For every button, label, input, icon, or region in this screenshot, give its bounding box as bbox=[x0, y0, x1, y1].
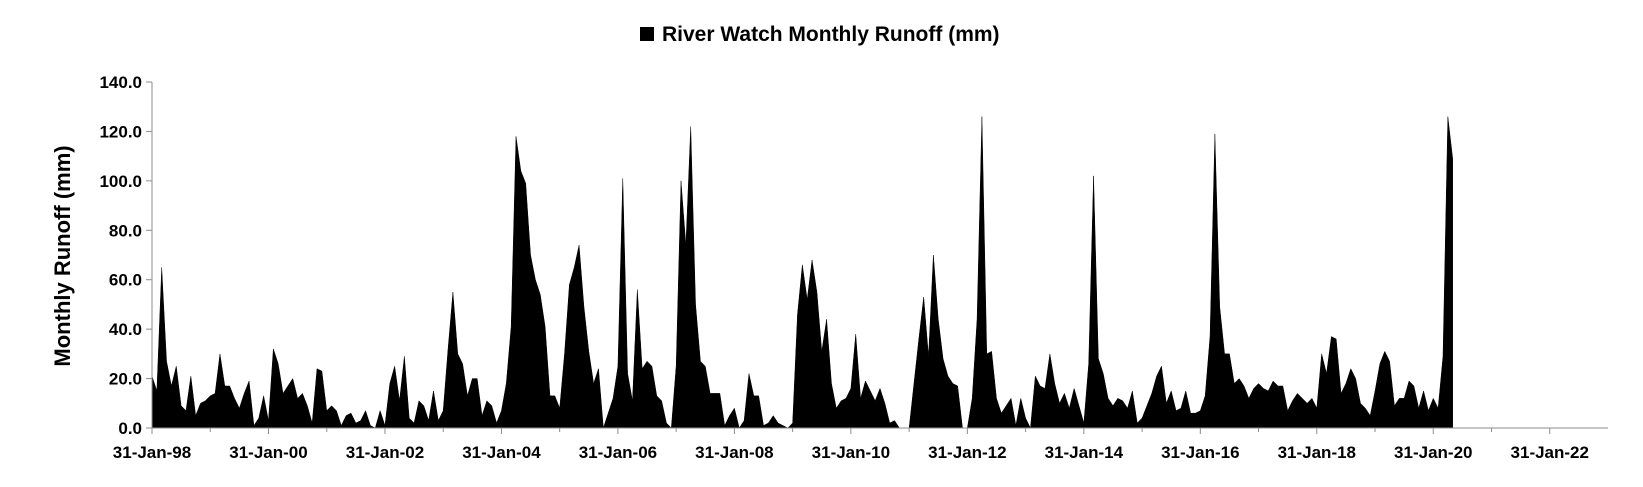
x-tick-label: 31-Jan-14 bbox=[1045, 443, 1124, 462]
y-tick-label: 20.0 bbox=[109, 370, 142, 389]
legend-label: River Watch Monthly Runoff (mm) bbox=[662, 23, 1000, 46]
y-tick-label: 40.0 bbox=[109, 320, 142, 339]
x-tick-label: 31-Jan-98 bbox=[113, 443, 191, 462]
y-tick-label: 100.0 bbox=[99, 172, 142, 191]
x-tick-label: 31-Jan-00 bbox=[229, 443, 307, 462]
area-layer bbox=[151, 116, 1453, 429]
y-tick-label: 0.0 bbox=[118, 419, 142, 438]
x-tick-label: 31-Jan-04 bbox=[462, 443, 541, 462]
x-tick-label: 31-Jan-20 bbox=[1394, 443, 1472, 462]
series-area-river-watch-runoff bbox=[151, 116, 1453, 429]
x-tick-label: 31-Jan-10 bbox=[812, 443, 890, 462]
x-ticks: 31-Jan-98 31-Jan-00 31-Jan-02 31-Jan-04 31-J… bbox=[113, 428, 1589, 462]
y-tick-label: 60.0 bbox=[109, 271, 142, 290]
x-tick-label: 31-Jan-16 bbox=[1161, 443, 1239, 462]
legend-swatch bbox=[640, 27, 654, 41]
legend: River Watch Monthly Runoff (mm) bbox=[640, 23, 1000, 46]
y-tick-label: 120.0 bbox=[99, 122, 142, 141]
x-tick-label: 31-Jan-18 bbox=[1278, 443, 1356, 462]
x-tick-label: 31-Jan-06 bbox=[579, 443, 657, 462]
y-ticks: 0.0 20.0 40.0 60.0 80.0 100.0 120.0 140.0 bbox=[99, 73, 152, 438]
y-axis-title: Monthly Runoff (mm) bbox=[50, 145, 75, 366]
y-tick-label: 140.0 bbox=[99, 73, 142, 92]
x-tick-label: 31-Jan-02 bbox=[346, 443, 424, 462]
y-tick-label: 80.0 bbox=[109, 221, 142, 240]
x-tick-label: 31-Jan-08 bbox=[695, 443, 773, 462]
x-tick-label: 31-Jan-12 bbox=[928, 443, 1006, 462]
axis-layer bbox=[151, 82, 1608, 429]
x-tick-label: 31-Jan-22 bbox=[1511, 443, 1589, 462]
